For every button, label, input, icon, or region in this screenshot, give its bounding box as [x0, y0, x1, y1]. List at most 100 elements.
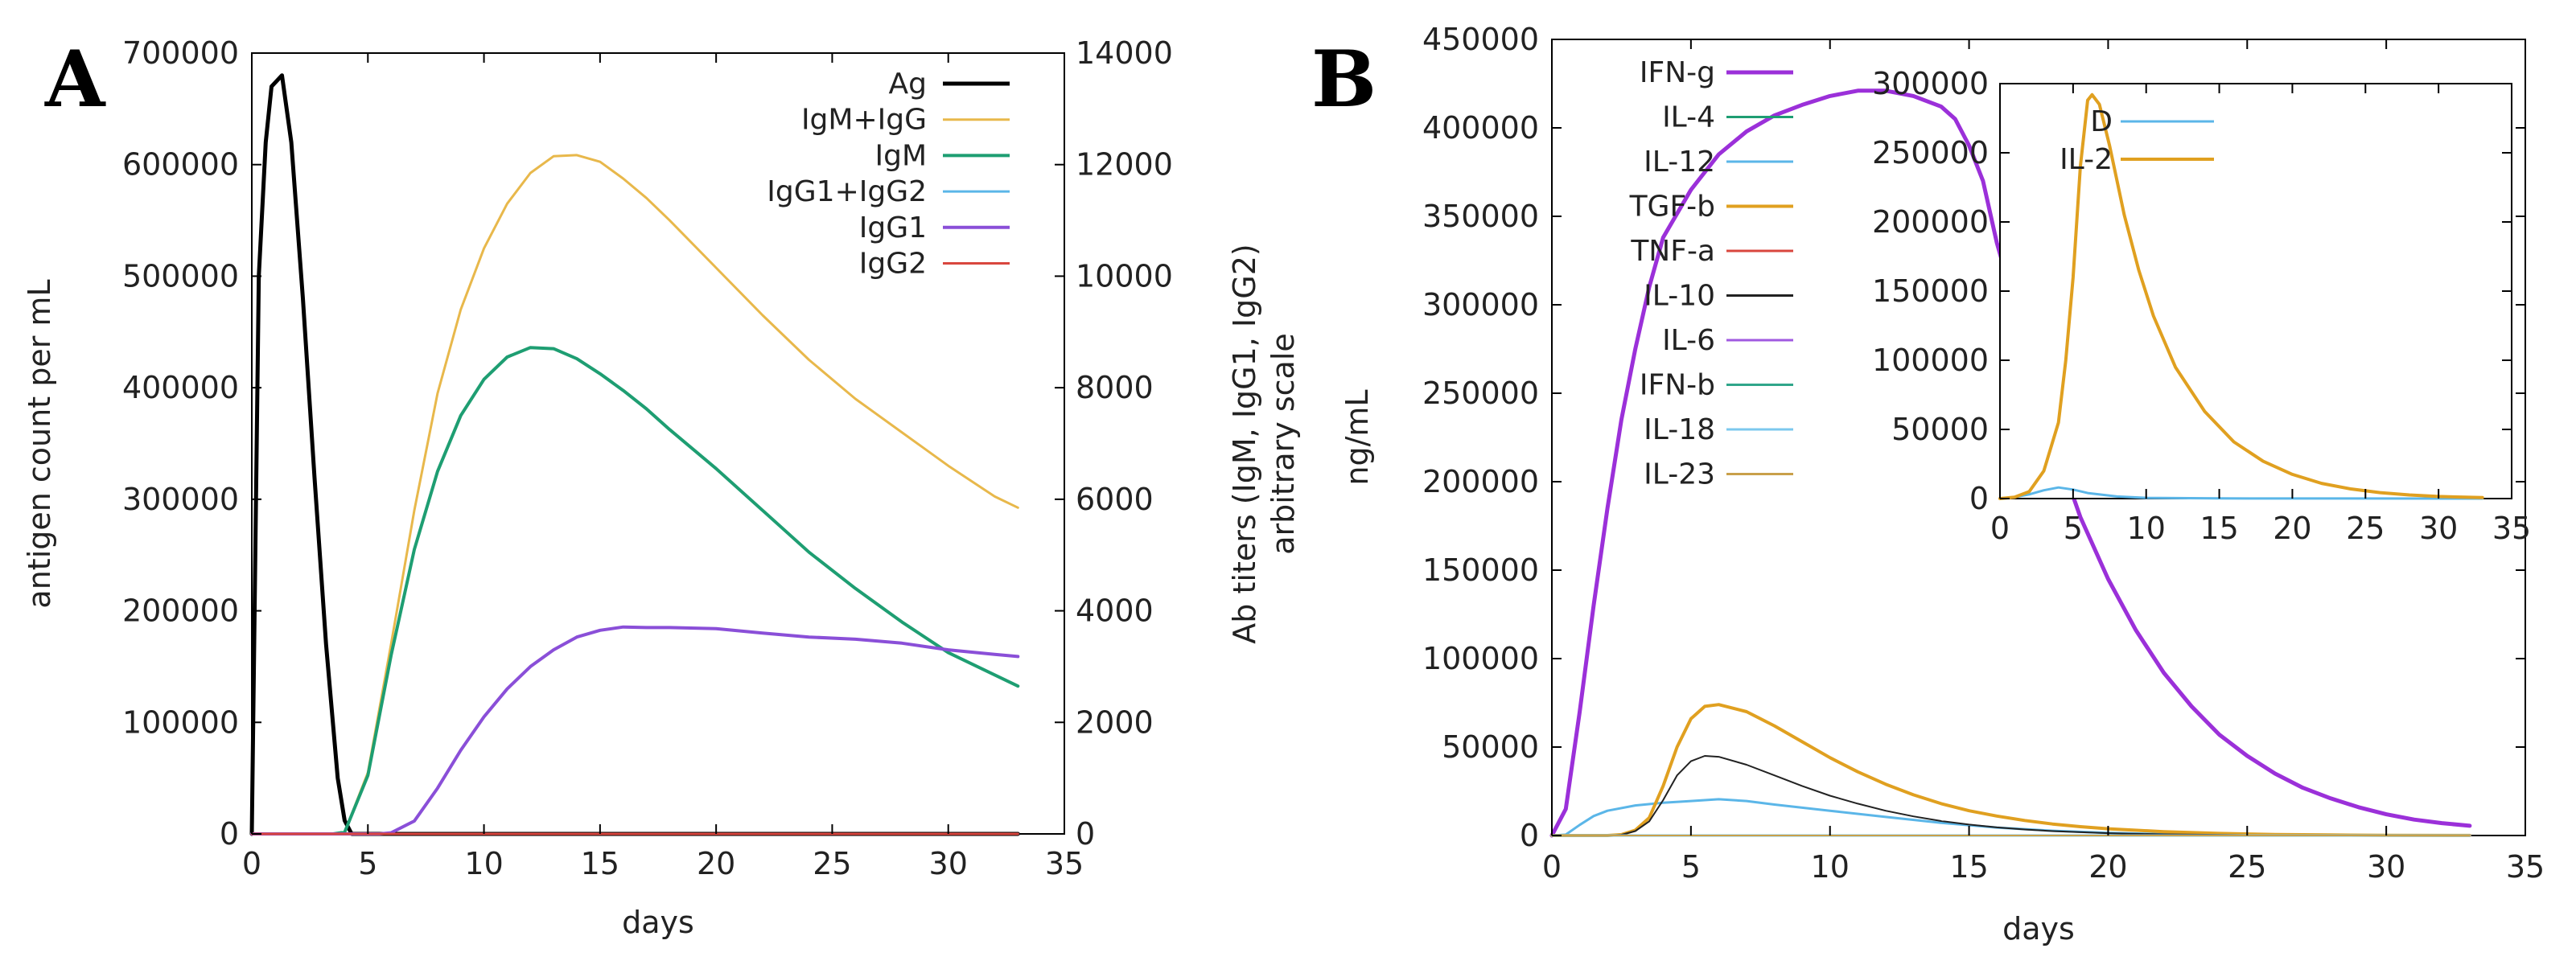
legend-label-il-18: IL-18 — [1644, 413, 1715, 446]
legend-label-igg1-igg2: IgG1+IgG2 — [767, 175, 927, 208]
series-line-igm-igg — [250, 154, 1019, 836]
series-line-tgf-b — [1550, 703, 2471, 837]
x-tick-label: 20 — [2273, 511, 2311, 546]
y-tick-label: 250000 — [1422, 376, 1539, 411]
y2-tick-label: 0 — [1076, 816, 1095, 852]
inset-chart: 0 5 10 15 20 25 30 35 0 50000 100000 150000 200000 25… — [1872, 66, 2531, 546]
legend-label-il-6: IL-6 — [1662, 324, 1715, 357]
y2-axis-label-line2: arbitrary scale — [1265, 333, 1301, 555]
x-tick-label: 30 — [2367, 849, 2405, 885]
y-tick-label: 600000 — [122, 147, 239, 183]
legend-label-igm-igg: IgM+IgG — [801, 104, 927, 137]
plot-frame — [251, 52, 1065, 835]
x-tick-label: 5 — [1681, 849, 1701, 885]
x-axis-label: days — [2002, 911, 2075, 946]
inset-background — [2000, 84, 2512, 499]
y2-axis-label-line1: Ab titers (IgM, IgG1, IgG2) — [1227, 244, 1262, 643]
legend-label-igg1: IgG1 — [859, 211, 927, 244]
x-tick-label: 0 — [1990, 511, 2010, 546]
y2-tick-label: 6000 — [1076, 482, 1154, 517]
y-tick-label: 200000 — [1872, 204, 1989, 240]
legend-label-d: D — [2090, 105, 2113, 138]
panel-label-a: A — [44, 34, 106, 125]
axes-layer: 0 5 10 15 20 25 30 35 0 50000 100000 150000 200000 25… — [1872, 66, 2531, 546]
y2-tick-label: 2000 — [1076, 704, 1154, 740]
y-tick-label: 200000 — [122, 593, 239, 629]
y2-tick-label: 4000 — [1076, 593, 1154, 629]
series-line-il-2 — [1998, 92, 2484, 500]
y-tick-label: 0 — [1520, 818, 1539, 853]
x-tick-label: 25 — [813, 846, 851, 881]
legend-label-il-23: IL-23 — [1644, 458, 1715, 491]
x-tick-label: 35 — [2506, 849, 2545, 885]
y-tick-label: 400000 — [122, 370, 239, 405]
x-tick-label: 15 — [1949, 849, 1988, 885]
series-layer — [1549, 88, 2472, 838]
legend: D IL-2 — [2060, 105, 2214, 176]
x-tick-label: 10 — [1811, 849, 1850, 885]
legend-label-il-2: IL-2 — [2060, 143, 2113, 176]
y-tick-label: 250000 — [1872, 135, 1989, 170]
y2-tick-label: 8000 — [1076, 370, 1154, 405]
series-line-il-10 — [1551, 755, 2471, 836]
series-line-ag — [249, 73, 1020, 836]
y-tick-label: 100000 — [1422, 641, 1539, 676]
x-tick-label: 25 — [2228, 849, 2266, 885]
x-tick-label: 0 — [1542, 849, 1562, 885]
x-tick-label: 35 — [2492, 511, 2531, 546]
chart-panel-a: 0 5 10 15 20 25 30 3501000002000003000004000005… — [22, 35, 1301, 940]
y-tick-label: 100000 — [1872, 343, 1989, 378]
x-tick-label: 25 — [2346, 511, 2385, 546]
panel-label-b: B — [1311, 34, 1376, 125]
y-tick-label: 500000 — [122, 258, 239, 294]
x-tick-label: 10 — [464, 846, 503, 881]
x-tick-label: 30 — [929, 846, 968, 881]
y-tick-label: 350000 — [1422, 199, 1539, 234]
y2-tick-label: 14000 — [1076, 35, 1173, 71]
y-tick-label: 150000 — [1872, 273, 1989, 309]
y-tick-label: 700000 — [122, 35, 239, 71]
x-tick-label: 5 — [358, 846, 377, 881]
y-axis-label: ng/mL — [1339, 389, 1375, 485]
series-line-ifn-g — [1549, 88, 2472, 838]
y-tick-label: 300000 — [1872, 66, 1989, 101]
legend-label-igg2: IgG2 — [859, 248, 927, 281]
y-tick-label: 400000 — [1422, 110, 1539, 146]
legend-label-il-4: IL-4 — [1662, 101, 1715, 134]
y2-tick-label: 10000 — [1076, 258, 1173, 294]
series-line-igm — [250, 346, 1020, 836]
y-tick-label: 0 — [1969, 481, 1989, 516]
legend-label-il-12: IL-12 — [1644, 146, 1715, 179]
y-axis-label: antigen count per mL — [22, 279, 57, 608]
legend-label-tnf-a: TNF-a — [1630, 235, 1715, 268]
y-tick-label: 300000 — [1422, 287, 1539, 322]
y2-tick-label: 12000 — [1076, 147, 1173, 183]
y-tick-label: 50000 — [1442, 729, 1539, 765]
axes-layer: 0 5 10 15 20 25 30 35 0 50000 100000 150000 200000 25… — [1422, 22, 2545, 885]
x-tick-label: 30 — [2419, 511, 2458, 546]
y-tick-label: 150000 — [1422, 552, 1539, 588]
series-line-igg1 — [250, 625, 1020, 836]
y-tick-label: 0 — [220, 816, 239, 852]
legend-label-tgf-b: TGF-b — [1629, 191, 1715, 224]
x-tick-label: 5 — [2064, 511, 2083, 546]
legend-label-ifn-g: IFN-g — [1640, 56, 1715, 89]
x-tick-label: 15 — [581, 846, 619, 881]
legend: IFN-g IL-4 IL-12 TGF-b TNF-a IL-10 IL-6 IFN-b IL… — [1629, 56, 1793, 491]
x-tick-label: 35 — [1045, 846, 1084, 881]
y-tick-label: 200000 — [1422, 464, 1539, 499]
axes-layer: 0 5 10 15 20 25 30 3501000002000003000004000005… — [122, 35, 1173, 881]
series-layer — [249, 73, 1020, 836]
y-tick-label: 100000 — [122, 704, 239, 740]
x-tick-label: 15 — [2199, 511, 2238, 546]
y-tick-label: 50000 — [1891, 412, 1989, 447]
legend-label-il-10: IL-10 — [1644, 280, 1715, 313]
x-axis-label: days — [622, 905, 694, 940]
x-tick-label: 20 — [2088, 849, 2127, 885]
y-tick-label: 300000 — [122, 482, 239, 517]
legend-label-ifn-b: IFN-b — [1640, 369, 1715, 402]
x-tick-label: 20 — [697, 846, 735, 881]
y-tick-label: 450000 — [1422, 22, 1539, 57]
